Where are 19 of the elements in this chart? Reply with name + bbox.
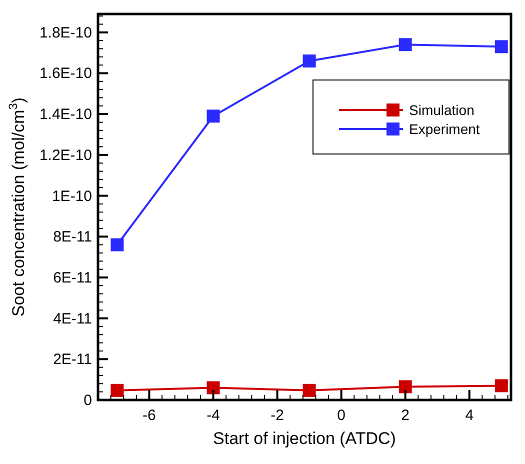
- x-axis-title: Start of injection (ATDC): [213, 429, 396, 448]
- y-tick-label: 1E-10: [52, 188, 92, 205]
- y-tick-label: 8E-11: [53, 228, 92, 246]
- y-tick-label: 4E-11: [53, 310, 92, 328]
- x-tick-label: 0: [337, 407, 346, 424]
- x-tick-label: -4: [206, 407, 220, 424]
- y-tick-label: 6E-11: [53, 269, 92, 286]
- y-tick-label: 1.6E-10: [39, 65, 92, 82]
- y-tick-label: 1.8E-10: [39, 24, 92, 42]
- x-tick-label: -6: [142, 407, 156, 424]
- legend-label: Experiment: [409, 121, 480, 137]
- y-tick-label: 1.2E-10: [39, 146, 92, 164]
- y-tick-label: 1.4E-10: [39, 106, 92, 124]
- y-tick-label: 0: [84, 392, 92, 409]
- legend-label: Simulation: [409, 102, 474, 118]
- x-tick-label: 2: [401, 407, 410, 424]
- y-tick-label: 2E-11: [53, 351, 92, 368]
- x-tick-label: 4: [465, 407, 474, 424]
- x-tick-label: -2: [270, 407, 284, 424]
